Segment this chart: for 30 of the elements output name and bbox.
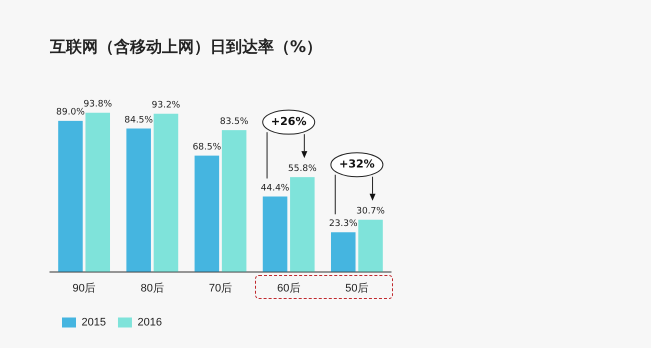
data-label: 55.8% bbox=[288, 164, 318, 174]
data-label: 44.4% bbox=[260, 183, 290, 194]
legend-label: 2016 bbox=[137, 316, 162, 329]
bar bbox=[262, 196, 288, 272]
annotation: +32% bbox=[339, 158, 375, 171]
bar bbox=[85, 112, 110, 272]
bar bbox=[330, 232, 356, 272]
data-label: 68.5% bbox=[192, 142, 222, 152]
data-label: 23.3% bbox=[328, 219, 358, 230]
data-label: 83.5% bbox=[220, 117, 249, 128]
bar bbox=[126, 128, 151, 272]
annotation: +26% bbox=[270, 115, 306, 128]
data-label: 84.5% bbox=[124, 115, 154, 126]
chart-title: 互联网（含移动上网）日到达率（%） bbox=[49, 36, 322, 56]
bar bbox=[154, 114, 178, 272]
bar bbox=[290, 177, 315, 272]
bar bbox=[222, 130, 246, 272]
x-tick-label: 60后 bbox=[277, 281, 300, 294]
data-label: 30.7% bbox=[356, 206, 386, 217]
data-label: 93.8% bbox=[83, 100, 112, 110]
data-label: 93.2% bbox=[152, 100, 181, 111]
x-tick-label: 80后 bbox=[140, 281, 164, 294]
bar bbox=[58, 120, 83, 272]
data-label: 89.0% bbox=[56, 108, 86, 118]
bar bbox=[358, 220, 383, 272]
legend-label: 2015 bbox=[82, 316, 106, 329]
bar bbox=[194, 156, 220, 272]
x-tick-label: 50后 bbox=[345, 281, 369, 294]
x-tick-label: 90后 bbox=[72, 281, 96, 294]
x-tick-label: 70后 bbox=[208, 281, 232, 294]
